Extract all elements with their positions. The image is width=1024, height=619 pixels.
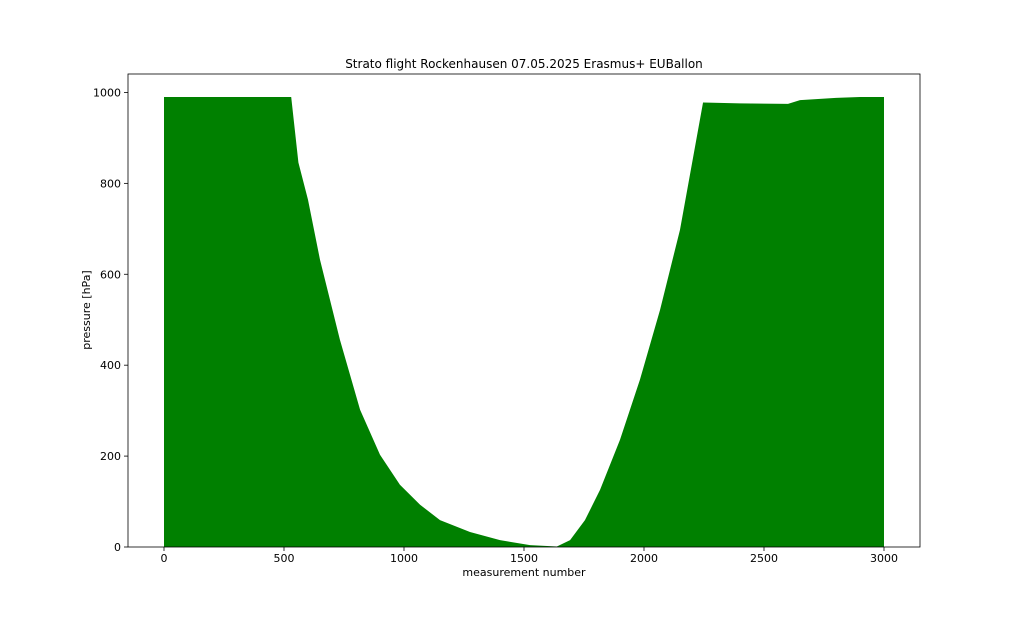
y-tick-label: 0: [114, 541, 121, 554]
y-tick-label: 400: [100, 359, 121, 372]
y-axis-label: pressure [hPa]: [80, 270, 93, 349]
y-tick-label: 600: [100, 268, 121, 281]
x-tick-label: 0: [161, 552, 168, 565]
x-tick-label: 1500: [510, 552, 538, 565]
x-tick-label: 2500: [750, 552, 778, 565]
area: [164, 97, 884, 547]
x-axis-label: measurement number: [462, 566, 586, 579]
x-tick-label: 1000: [390, 552, 418, 565]
y-tick-label: 200: [100, 450, 121, 463]
chart-title: Strato flight Rockenhausen 07.05.2025 Er…: [345, 57, 703, 71]
x-tick-label: 2000: [630, 552, 658, 565]
x-tick-label: 500: [274, 552, 295, 565]
x-tick-label: 3000: [870, 552, 898, 565]
y-tick-label: 800: [100, 177, 121, 190]
y-tick-label: 1000: [93, 86, 121, 99]
